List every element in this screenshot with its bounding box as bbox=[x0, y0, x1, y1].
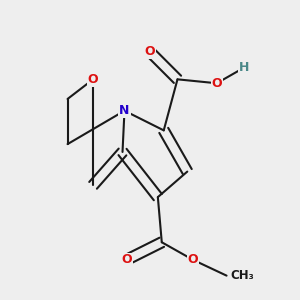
Text: N: N bbox=[119, 104, 130, 117]
Text: O: O bbox=[212, 77, 222, 90]
Text: O: O bbox=[145, 45, 155, 58]
Text: H: H bbox=[239, 61, 249, 74]
Text: CH₃: CH₃ bbox=[230, 269, 254, 282]
Text: O: O bbox=[188, 254, 199, 266]
Text: O: O bbox=[88, 73, 98, 86]
Text: O: O bbox=[121, 254, 132, 266]
